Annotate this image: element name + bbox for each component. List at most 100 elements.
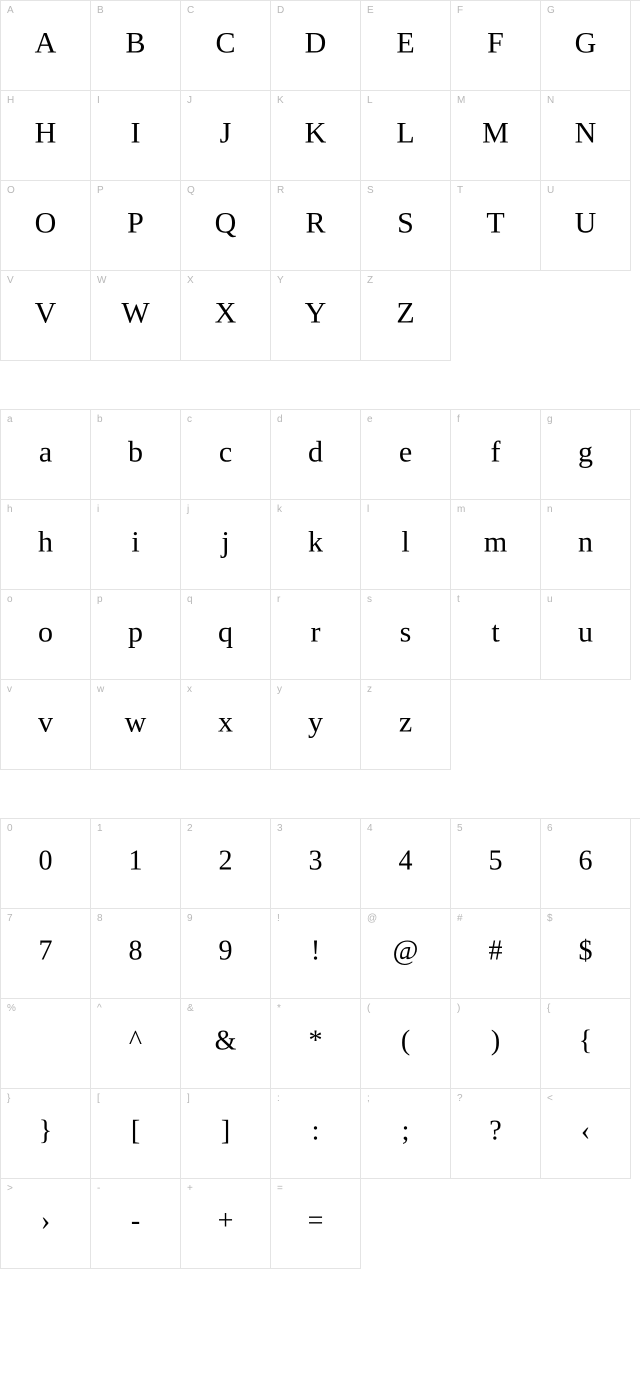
glyph-cell-label: c [187,414,192,425]
glyph-cell-label: Z [367,275,373,286]
glyph-cell-label: q [187,594,193,605]
glyph-cell-glyph: 3 [309,845,323,877]
glyph-cell-label: 2 [187,823,193,834]
glyph-cell-glyph: 4 [399,845,413,877]
glyph-cell-label: ; [367,1093,370,1104]
glyph-cell-label: L [367,95,373,106]
glyph-cell-glyph: R [305,206,325,240]
glyph-cell-label: T [457,185,463,196]
glyph-cell: 66 [541,819,631,909]
glyph-cell-label: G [547,5,555,16]
glyph-cell-label: ) [457,1003,460,1014]
glyph-cell-label: y [277,684,282,695]
glyph-cell: VV [1,271,91,361]
glyph-cell-glyph: N [575,116,597,150]
glyph-cell: zz [361,680,451,770]
glyph-cell-label: t [457,594,460,605]
glyph-cell: ss [361,590,451,680]
glyph-cell: @@ [361,909,451,999]
glyph-cell: )) [451,999,541,1089]
glyph-cell-glyph: p [128,615,143,649]
glyph-cell: ll [361,500,451,590]
glyph-cell-label: E [367,5,374,16]
glyph-cell: OO [1,181,91,271]
glyph-cell-label: u [547,594,553,605]
glyph-cell: :: [271,1089,361,1179]
glyph-cell: qq [181,590,271,680]
glyph-cell-glyph: o [38,615,53,649]
glyph-cell-label: o [7,594,13,605]
glyph-cell-label: 9 [187,913,193,924]
glyph-cell-glyph: w [125,705,147,739]
glyph-cell-label: ( [367,1003,370,1014]
glyph-cell: ii [91,500,181,590]
glyph-cell-label: 6 [547,823,553,834]
glyph-cell-glyph: O [35,206,57,240]
glyph-cell-glyph: m [484,525,507,559]
glyph-cell-label: % [7,1003,16,1014]
glyph-cell: 88 [91,909,181,999]
glyph-cell-label: P [97,185,104,196]
glyph-cell-label: & [187,1003,194,1014]
glyph-cell-glyph: c [219,435,232,469]
glyph-cell: bb [91,410,181,500]
glyph-cell-glyph: P [127,206,144,240]
glyph-cell-label: f [457,414,460,425]
glyph-cell: BB [91,1,181,91]
glyph-cell: GG [541,1,631,91]
glyph-cell: vv [1,680,91,770]
glyph-cell-label: m [457,504,465,515]
glyph-cell-glyph: 2 [219,845,233,877]
glyph-cell-label: j [187,504,189,515]
glyph-cell-glyph: 5 [489,845,503,877]
glyph-cell-label: l [367,504,369,515]
glyph-cell-glyph: ] [221,1115,230,1147]
glyph-cell-label: b [97,414,103,425]
glyph-cell-glyph: X [215,296,237,330]
glyph-cell-label: N [547,95,554,106]
glyph-cell: EE [361,1,451,91]
glyph-cell-glyph: ‹ [581,1115,590,1147]
glyph-cell-label: w [97,684,104,695]
glyph-cell-glyph: 1 [129,845,143,877]
glyph-cell: == [271,1179,361,1269]
glyph-cell-glyph: L [396,116,414,150]
glyph-cell-label: C [187,5,194,16]
glyph-cell-glyph: D [305,26,327,60]
glyph-cell-label: X [187,275,194,286]
glyph-cell: gg [541,410,631,500]
glyph-cell-glyph: E [396,26,414,60]
glyph-cell-glyph: b [128,435,143,469]
glyph-cell-label: r [277,594,280,605]
glyph-cell-label: v [7,684,12,695]
glyph-cell-label: i [97,504,99,515]
glyph-cell-glyph: q [218,615,233,649]
glyph-cell: LL [361,91,451,181]
glyph-cell-label: I [97,95,100,106]
glyph-cell-label: V [7,275,14,286]
glyph-cell-glyph: = [308,1205,324,1237]
glyph-cell-glyph: - [131,1205,140,1237]
glyph-cell: UU [541,181,631,271]
glyph-cell: $$ [541,909,631,999]
glyph-cell-glyph: I [131,116,141,150]
glyph-cell-glyph: g [578,435,593,469]
glyph-cell-glyph: & [215,1025,237,1057]
glyph-cell-label: R [277,185,284,196]
glyph-cell-glyph: C [215,26,235,60]
glyph-cell: CC [181,1,271,91]
glyph-cell-label: 3 [277,823,283,834]
glyph-cell: 99 [181,909,271,999]
glyph-section-lowercase: aabbccddeeffgghhiijjkkllmmnnooppqqrrsstt… [0,409,640,770]
glyph-cell-glyph: ^ [129,1025,142,1057]
glyph-cell-label: A [7,5,14,16]
glyph-cell-glyph: W [121,296,149,330]
glyph-cell: [[ [91,1089,181,1179]
glyph-cell: DD [271,1,361,91]
glyph-cell-label: < [547,1093,553,1104]
glyph-cell-label: p [97,594,103,605]
glyph-cell-label: * [277,1003,281,1014]
glyph-cell-glyph: e [399,435,412,469]
glyph-cell-label: B [97,5,104,16]
glyph-cell: HH [1,91,91,181]
